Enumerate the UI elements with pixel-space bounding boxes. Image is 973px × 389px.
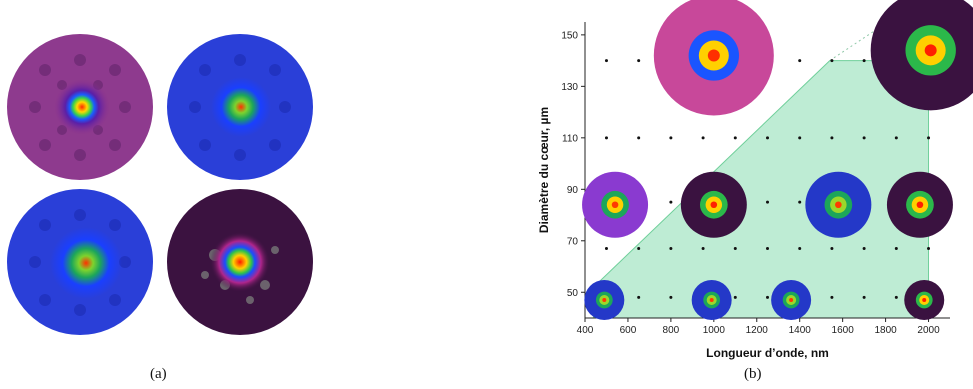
data-point <box>637 59 641 63</box>
y-tick-label: 70 <box>567 236 579 247</box>
data-point <box>830 59 834 63</box>
mode-image-peak <box>789 297 794 302</box>
x-axis-label: Longueur d’onde, nm <box>706 346 829 360</box>
x-tick-label: 800 <box>663 325 680 336</box>
data-point <box>733 136 737 140</box>
data-point <box>894 136 898 140</box>
mode-image-peak <box>922 297 927 302</box>
data-point <box>669 247 673 251</box>
x-tick-label: 400 <box>577 325 594 336</box>
data-point <box>669 200 673 204</box>
data-point <box>798 247 802 251</box>
data-point <box>798 200 802 204</box>
x-tick-label: 1400 <box>789 325 812 336</box>
data-point <box>604 247 608 251</box>
mode-image-a1 <box>7 34 153 180</box>
panel-b-chart: 400 600 800 1000 1200 1400 1600 1800 2000 50 70 90 1… <box>537 0 973 360</box>
data-point <box>604 59 608 63</box>
data-point <box>830 136 834 140</box>
x-tick-label: 2000 <box>917 325 940 336</box>
data-point <box>701 136 705 140</box>
y-tick-label: 130 <box>561 82 578 93</box>
mode-image-peak <box>710 201 718 209</box>
data-point <box>637 295 641 299</box>
mode-image-peak <box>602 297 607 302</box>
data-point <box>637 136 641 140</box>
data-point <box>862 247 866 251</box>
data-point <box>927 247 931 251</box>
data-point <box>669 295 673 299</box>
x-tick-label: 1000 <box>703 325 726 336</box>
y-tick-label: 110 <box>562 133 578 144</box>
data-point <box>604 136 608 140</box>
x-tick-label: 1600 <box>832 325 855 336</box>
x-tick-label: 600 <box>620 325 637 336</box>
data-point <box>766 295 769 299</box>
x-tick-label: 1800 <box>874 325 897 336</box>
data-point <box>862 59 866 63</box>
data-point <box>766 136 769 140</box>
panel-b-caption: (b) <box>744 366 762 382</box>
data-point <box>669 136 673 140</box>
data-point <box>862 136 866 140</box>
x-tick-label: 1200 <box>746 325 769 336</box>
data-point <box>798 59 802 63</box>
mode-image-peak <box>707 49 720 62</box>
mode-image-peak <box>916 201 924 209</box>
mode-image-peak <box>611 201 619 209</box>
data-point <box>894 247 898 251</box>
mode-image-a3 <box>7 189 153 335</box>
data-point <box>766 247 769 251</box>
y-tick-label: 90 <box>567 185 579 196</box>
panel-a-caption: (a) <box>150 366 167 382</box>
data-point <box>701 247 705 251</box>
data-point <box>830 295 834 299</box>
mode-image-peak <box>924 44 937 57</box>
data-point <box>637 247 641 251</box>
data-point <box>798 136 802 140</box>
y-axis-label: Diamètre du cœur, µm <box>537 107 551 233</box>
y-tick-label: 150 <box>561 30 578 41</box>
data-point <box>733 247 737 251</box>
mode-image-peak <box>835 201 842 209</box>
guide-line <box>829 8 908 62</box>
data-point <box>830 247 834 251</box>
mode-image-peak <box>709 297 714 302</box>
data-point <box>862 295 866 299</box>
y-tick-label: 50 <box>567 288 579 299</box>
data-point <box>894 295 898 299</box>
mode-image-a4 <box>167 189 313 335</box>
mode-image-a2 <box>167 34 313 180</box>
data-point <box>766 200 769 204</box>
data-point <box>733 295 737 299</box>
panel-a-mode-images <box>7 34 313 335</box>
data-point <box>927 136 931 140</box>
